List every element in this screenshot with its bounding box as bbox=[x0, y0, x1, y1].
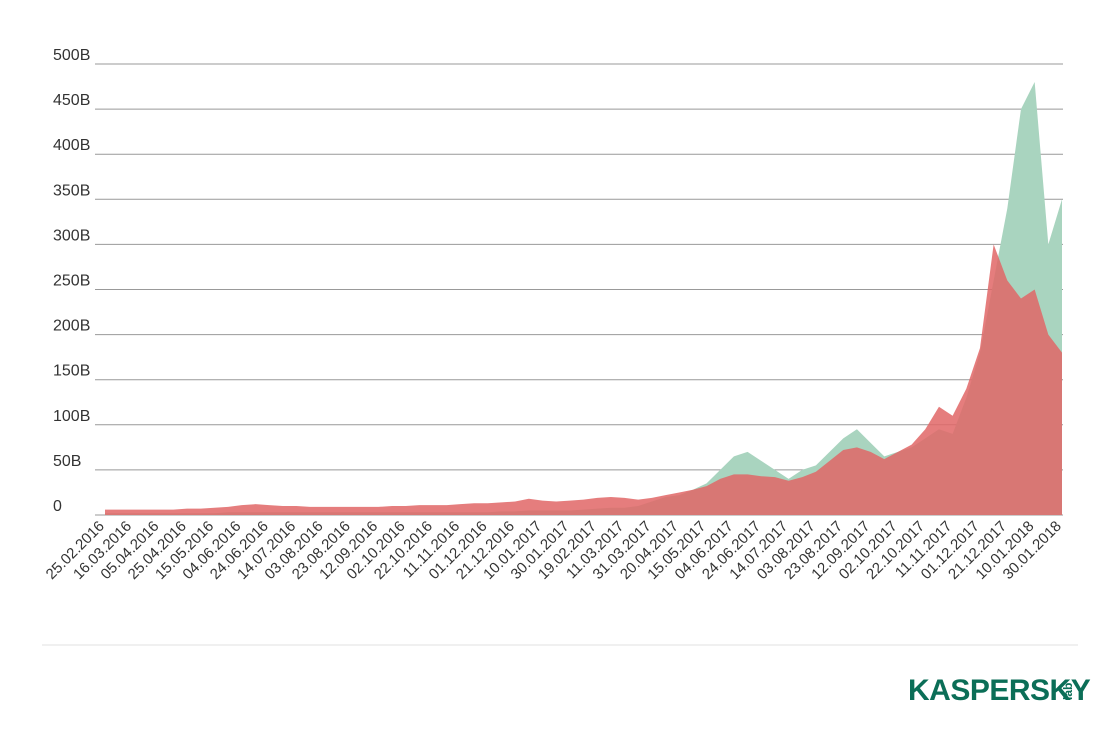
y-tick-label: 200B bbox=[53, 318, 90, 335]
logo-sub: lab bbox=[1061, 683, 1075, 700]
y-tick-label: 250B bbox=[53, 273, 90, 290]
y-tick-label: 350B bbox=[53, 182, 90, 199]
y-tick-label: 100B bbox=[53, 408, 90, 425]
area bbox=[105, 244, 1062, 515]
y-tick-label: 0 bbox=[53, 498, 62, 515]
y-tick-label: 450B bbox=[53, 92, 90, 109]
y-tick-label: 50B bbox=[53, 453, 81, 470]
y-tick-label: 500B bbox=[53, 47, 90, 64]
logo-text: KASPERSKY bbox=[908, 674, 1091, 707]
y-tick-label: 300B bbox=[53, 227, 90, 244]
y-tick-label: 400B bbox=[53, 137, 90, 154]
y-tick-label: 150B bbox=[53, 363, 90, 380]
